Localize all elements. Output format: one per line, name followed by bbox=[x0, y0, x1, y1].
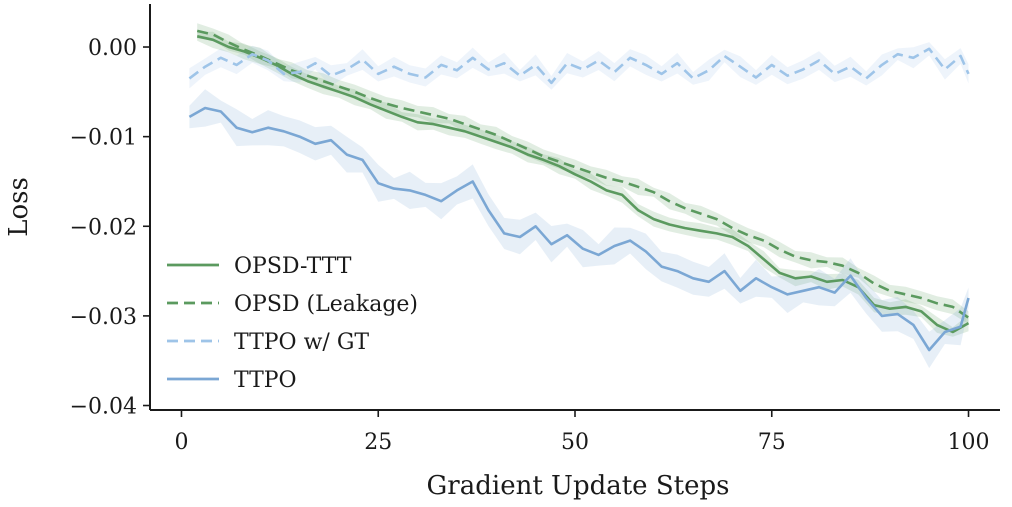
legend-label-opsd-ttt: OPSD-TTT bbox=[234, 254, 352, 279]
legend-label-opsd-leakage: OPSD (Leakage) bbox=[234, 292, 418, 317]
band-ttpo-w-gt bbox=[189, 42, 969, 90]
x-tick-label: 0 bbox=[174, 430, 188, 455]
y-tick-label: −0.03 bbox=[70, 305, 137, 330]
legend: OPSD-TTT OPSD (Leakage) TTPO w/ GT TTPO bbox=[167, 254, 418, 393]
x-axis-label: Gradient Update Steps bbox=[427, 471, 730, 501]
band-opsd-ttt bbox=[197, 31, 969, 337]
legend-label-ttpo-w-gt: TTPO w/ GT bbox=[234, 330, 369, 355]
y-ticks: 0.00 −0.01 −0.02 −0.03 −0.04 bbox=[70, 36, 150, 420]
x-tick-label: 50 bbox=[561, 430, 589, 455]
series-line-ttpo bbox=[188, 106, 970, 352]
y-tick-label: −0.02 bbox=[70, 215, 137, 240]
series-line-ttpo-w-gt bbox=[188, 47, 970, 85]
series-line-opsd-leakage bbox=[196, 29, 970, 319]
band-ttpo bbox=[189, 89, 969, 369]
x-tick-label: 25 bbox=[364, 430, 392, 455]
x-tick-label: 75 bbox=[758, 430, 786, 455]
x-tick-label: 100 bbox=[948, 430, 990, 455]
series-lines bbox=[188, 29, 970, 352]
y-tick-label: −0.01 bbox=[70, 126, 137, 151]
y-axis-label: Loss bbox=[4, 177, 34, 237]
series-line-opsd-ttt bbox=[196, 35, 970, 334]
x-ticks: 0 25 50 75 100 bbox=[174, 410, 990, 455]
y-tick-label: −0.04 bbox=[70, 395, 137, 420]
y-tick-label: 0.00 bbox=[88, 36, 137, 61]
legend-label-ttpo: TTPO bbox=[234, 368, 297, 393]
